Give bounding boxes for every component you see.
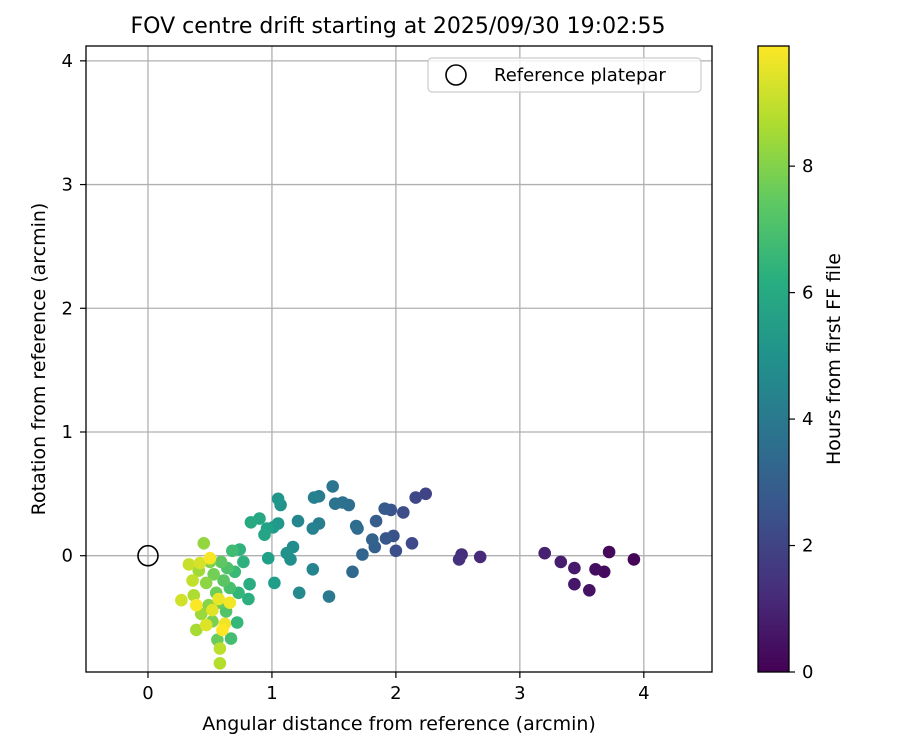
data-point — [554, 555, 568, 569]
data-point — [217, 574, 230, 587]
y-axis-label: Rotation from reference (arcmin) — [28, 203, 50, 516]
data-point — [602, 545, 616, 559]
data-point — [389, 544, 403, 558]
data-point — [187, 589, 201, 602]
colorbar-gradient — [757, 45, 790, 673]
data-point — [378, 502, 392, 515]
plot-frame — [85, 45, 713, 673]
colorbar-label: Hours from first FF file — [823, 253, 845, 465]
data-point — [405, 537, 419, 550]
legend-marker — [445, 64, 467, 86]
y-tick-label: 4 — [62, 51, 73, 72]
data-point — [369, 514, 383, 528]
y-tick-label: 1 — [62, 422, 73, 443]
data-point — [366, 533, 379, 546]
data-point — [268, 576, 281, 590]
data-point — [207, 568, 220, 581]
data-point — [213, 657, 227, 670]
x-tick-label: 3 — [514, 683, 525, 704]
y-tick-label: 0 — [62, 546, 73, 567]
data-point — [193, 556, 207, 570]
data-point — [322, 590, 336, 603]
legend: Reference platepar — [427, 57, 702, 93]
data-point — [203, 551, 217, 565]
x-tick-label: 2 — [390, 683, 401, 704]
data-point — [190, 623, 203, 637]
colorbar-tick-label: 8 — [802, 156, 813, 177]
colorbar-tick-label: 0 — [802, 662, 813, 683]
data-point — [568, 561, 581, 575]
colorbar-tick-label: 2 — [802, 536, 813, 557]
data-point — [216, 623, 229, 637]
data-point — [182, 558, 196, 571]
data-points — [175, 480, 641, 670]
x-tick-label: 4 — [638, 683, 649, 704]
data-point — [206, 603, 219, 617]
chart-title: FOV centre drift starting at 2025/09/30 … — [131, 14, 666, 39]
data-point — [538, 546, 551, 560]
data-point — [328, 497, 342, 511]
data-point — [349, 519, 363, 533]
data-point — [242, 592, 255, 606]
reference-platepar-marker — [137, 544, 159, 567]
data-point — [583, 584, 596, 597]
data-point — [280, 546, 294, 560]
data-point — [197, 537, 211, 550]
data-point — [326, 480, 340, 493]
data-point — [190, 598, 203, 612]
data-point — [258, 528, 271, 541]
data-point — [199, 576, 213, 590]
colorbar-tick-label: 6 — [802, 283, 813, 304]
data-point — [230, 616, 244, 629]
data-point — [419, 487, 433, 501]
data-point — [291, 514, 305, 528]
colorbar: 0 2 4 6 8 Hours from first FF file — [757, 45, 845, 683]
legend-box — [427, 57, 702, 93]
data-point — [473, 550, 487, 564]
data-point — [212, 592, 225, 606]
data-point — [452, 553, 466, 566]
y-tick-label: 2 — [62, 298, 73, 319]
data-point — [224, 632, 238, 645]
data-point — [214, 555, 228, 569]
data-point — [409, 491, 423, 504]
data-point — [346, 565, 359, 579]
data-point — [223, 596, 237, 609]
data-point — [199, 618, 213, 632]
data-point — [627, 553, 641, 566]
data-point — [261, 551, 275, 565]
data-point — [244, 516, 258, 529]
data-point — [243, 577, 256, 591]
colorbar-tick-label: 4 — [802, 409, 813, 430]
data-point — [307, 491, 321, 504]
data-point — [589, 563, 602, 576]
colorbar-ticks: 0 2 4 6 8 — [789, 156, 813, 683]
x-tick-label: 0 — [142, 683, 153, 704]
data-point — [213, 642, 227, 655]
legend-label: Reference platepar — [494, 65, 666, 86]
y-axis-ticks: 0 1 2 3 4 — [62, 51, 86, 567]
data-point — [292, 586, 306, 600]
data-point — [379, 532, 393, 545]
data-point — [397, 506, 410, 519]
data-point — [226, 544, 239, 558]
data-point — [306, 563, 320, 576]
data-point — [186, 574, 199, 587]
x-tick-label: 1 — [266, 683, 277, 704]
y-tick-label: 3 — [62, 175, 73, 196]
data-point — [356, 548, 369, 561]
x-axis-label: Angular distance from reference (arcmin) — [202, 713, 596, 735]
data-point — [568, 577, 581, 591]
x-axis-ticks: 0 1 2 3 4 — [142, 672, 650, 704]
data-point — [271, 492, 285, 506]
data-point — [175, 593, 188, 607]
data-point — [306, 522, 320, 535]
data-point — [237, 555, 250, 569]
